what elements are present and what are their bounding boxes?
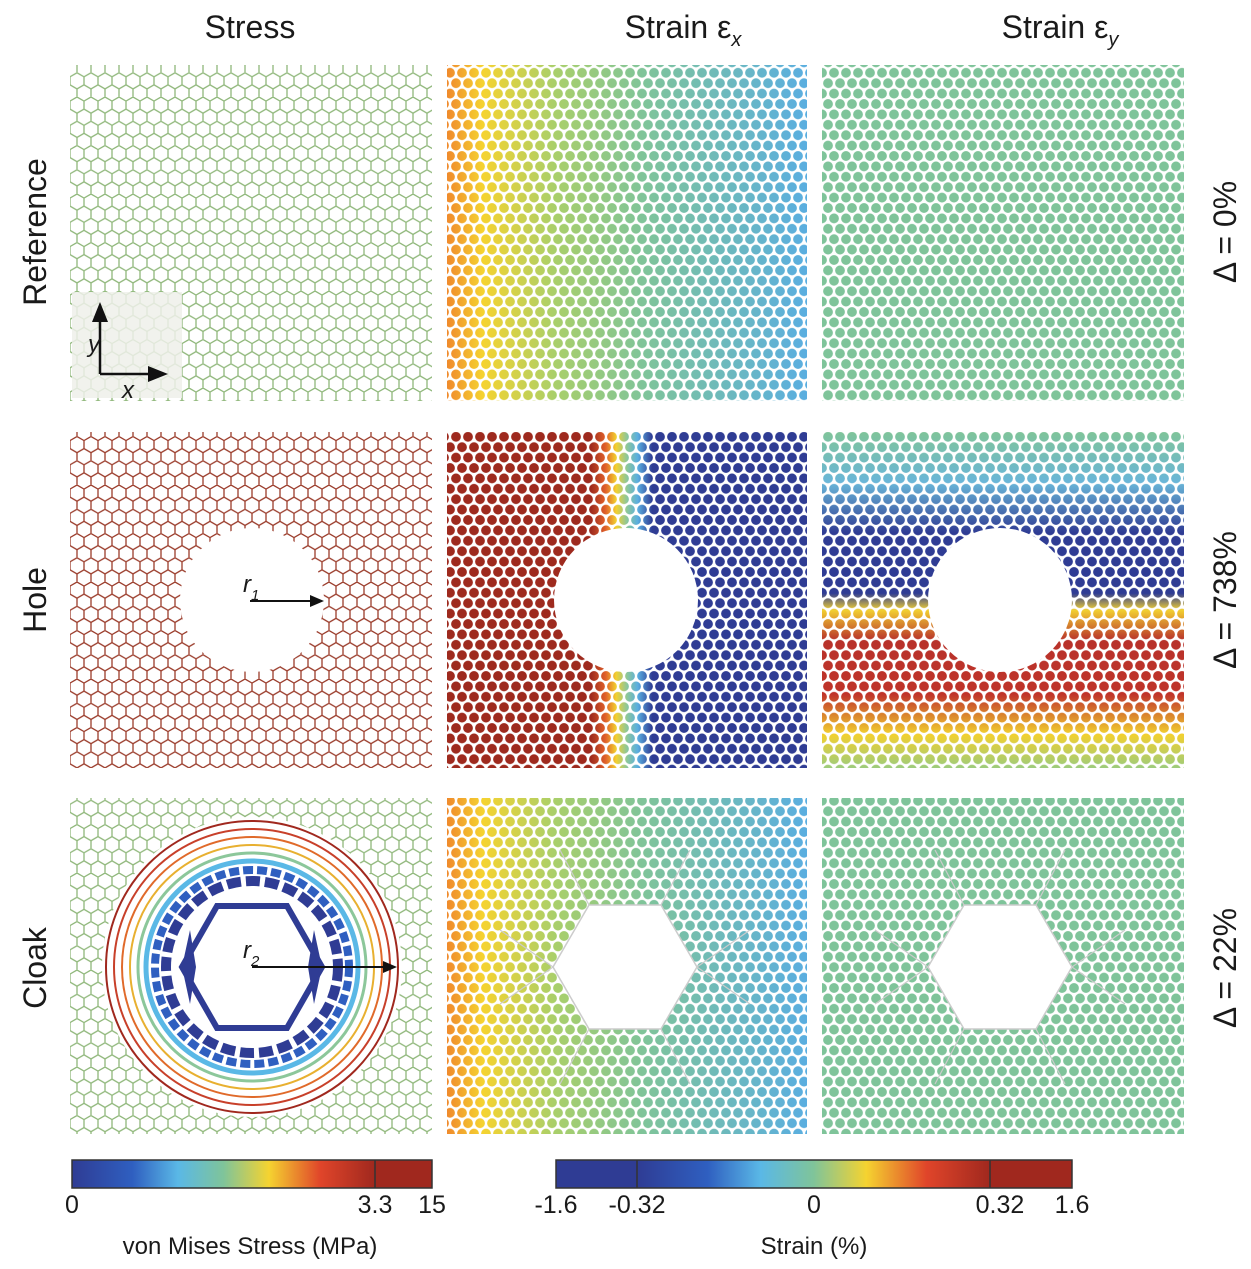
- header-text: Strain ε: [625, 9, 732, 45]
- panel-hole-strain-y: [822, 432, 1184, 768]
- panel-cloak-stress: r2: [70, 798, 432, 1134]
- colorbar-tick: 3.3: [358, 1191, 393, 1219]
- panel-hole-strain-x: [447, 432, 807, 768]
- colorbar-title: von Mises Stress (MPa): [123, 1233, 378, 1260]
- annotation-subscript: 2: [250, 953, 260, 970]
- colorbar-tick: 1.6: [1055, 1191, 1090, 1219]
- column-header: Stress: [205, 9, 296, 45]
- panel-cloak-strain-y: [822, 798, 1184, 1134]
- header-subscript: x: [730, 29, 742, 51]
- header-subscript: y: [1106, 29, 1119, 51]
- colorbar-stress: 0 3.3 15 von Mises Stress (MPa): [65, 1160, 446, 1260]
- colorbar-tick: 0: [65, 1191, 79, 1219]
- delta-label: Δ = 0%: [1207, 181, 1243, 283]
- axis-label: x: [121, 377, 135, 404]
- colorbar-tick: 0.32: [976, 1191, 1025, 1219]
- delta-label: Δ = 738%: [1207, 531, 1243, 669]
- panel-reference-strain-y: [822, 65, 1184, 401]
- axis-label: y: [86, 331, 102, 358]
- colorbar-strain: -1.6 -0.32 0 0.32 1.6 Strain (%): [534, 1160, 1089, 1260]
- header-text: Strain ε: [1002, 9, 1109, 45]
- column-header: Strain εy: [1002, 9, 1120, 51]
- panel-reference-strain-x: [447, 65, 807, 401]
- figure: Stress Strain εx Strain εy Reference Hol…: [0, 0, 1251, 1264]
- colorbar-title: Strain (%): [761, 1233, 868, 1260]
- row-label: Hole: [17, 567, 53, 633]
- annotation-subscript: 1: [251, 587, 259, 604]
- row-label: Cloak: [17, 926, 53, 1009]
- panel-cloak-strain-x: [447, 798, 807, 1134]
- row-label: Reference: [17, 158, 53, 306]
- header-text: Stress: [205, 9, 296, 45]
- colorbar-tick: 0: [807, 1191, 821, 1219]
- colorbar-tick: -1.6: [534, 1191, 577, 1219]
- panel-hole-stress: r1: [70, 432, 432, 768]
- panel-reference-stress: y x: [70, 65, 432, 404]
- colorbar-tick: 15: [418, 1191, 446, 1219]
- delta-label: Δ = 22%: [1207, 908, 1243, 1028]
- column-header: Strain εx: [625, 9, 743, 51]
- page: {"columns": [{"text": "Stress"}, {"text"…: [0, 0, 1251, 1269]
- colorbar-tick: -0.32: [609, 1191, 666, 1219]
